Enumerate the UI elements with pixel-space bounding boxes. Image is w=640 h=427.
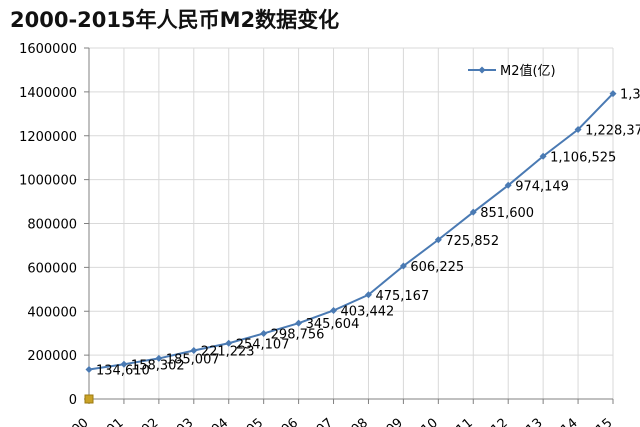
- y-tick-label: 600000: [27, 261, 77, 276]
- series-m2: [84, 90, 617, 404]
- x-tick-label: 13: [523, 416, 545, 427]
- data-label: 221,223: [201, 344, 255, 359]
- data-point: [225, 339, 233, 347]
- data-label: 1,106,525: [550, 150, 616, 165]
- data-point: [190, 346, 198, 354]
- legend: M2值(亿): [468, 63, 556, 79]
- data-labels: 134,610158,302185,007221,223254,107298,7…: [96, 88, 640, 379]
- legend-label: M2值(亿): [500, 63, 556, 79]
- data-point: [155, 354, 163, 362]
- x-tick-label: 01: [104, 416, 126, 427]
- y-tick-label: 1400000: [19, 86, 77, 101]
- x-tick-label: 04: [209, 416, 231, 427]
- data-label: 403,442: [341, 304, 395, 319]
- x-tick-label: 05: [244, 416, 266, 427]
- y-tick-label: 200000: [27, 349, 77, 364]
- data-point: [85, 365, 93, 373]
- data-label: 851,600: [480, 206, 534, 221]
- x-tick-label: 12: [488, 416, 510, 427]
- data-point: [120, 360, 128, 368]
- origin-marker: [84, 394, 94, 404]
- x-tick-label: 08: [349, 416, 371, 427]
- data-point: [504, 181, 512, 189]
- x-tick-label: 07: [314, 416, 336, 427]
- axes: [84, 47, 614, 404]
- y-tick-label: 1000000: [19, 174, 77, 189]
- data-label: 1,228,375: [585, 124, 640, 139]
- data-point: [330, 306, 338, 314]
- data-point: [364, 291, 372, 299]
- data-label: 254,107: [236, 337, 290, 352]
- y-tick-label: 1200000: [19, 130, 77, 145]
- data-point: [609, 90, 617, 98]
- data-label: 345,604: [306, 317, 360, 332]
- data-point: [399, 262, 407, 270]
- data-point: [469, 208, 477, 216]
- data-point: [295, 319, 303, 327]
- x-tick-label: 09: [384, 416, 406, 427]
- data-label: 725,852: [445, 234, 499, 249]
- x-tick-label: 02: [139, 416, 161, 427]
- y-tick-label: 0: [69, 393, 77, 408]
- x-tick-label: 15: [593, 416, 615, 427]
- data-label: 134,610: [96, 363, 150, 378]
- data-point: [434, 236, 442, 244]
- x-tick-label: 00: [69, 416, 91, 427]
- legend-marker: [478, 66, 486, 74]
- x-tick-label: 06: [279, 416, 301, 427]
- data-label: 158,302: [131, 358, 185, 373]
- data-point: [574, 126, 582, 134]
- chart-title: 2000-2015年人民币M2数据变化: [10, 8, 340, 32]
- data-label: 475,167: [375, 289, 429, 304]
- data-label: 1,392,300: [620, 88, 640, 103]
- x-tick-label: 14: [558, 416, 580, 427]
- series-line: [88, 92, 614, 371]
- y-axis-ticks: 0 200000 400000 600000 800000 1000000 1200000 1…: [19, 42, 77, 408]
- y-tick-label: 800000: [27, 218, 77, 233]
- data-label: 974,149: [515, 179, 569, 194]
- y-tick-label: 400000: [27, 305, 77, 320]
- x-tick-label: 11: [454, 416, 476, 427]
- x-axis-ticks: 00 01 02 03 04 05 06 07 08 09 10 11 12 13 14 15: [69, 416, 615, 427]
- data-label: 298,756: [271, 327, 325, 342]
- y-tick-label: 1600000: [19, 42, 77, 57]
- data-point: [260, 329, 268, 337]
- grid-lines: [88, 47, 614, 400]
- data-point: [539, 152, 547, 160]
- data-label: 185,007: [166, 352, 220, 367]
- x-tick-label: 03: [174, 416, 196, 427]
- x-tick-label: 10: [419, 416, 441, 427]
- data-label: 606,225: [410, 260, 464, 275]
